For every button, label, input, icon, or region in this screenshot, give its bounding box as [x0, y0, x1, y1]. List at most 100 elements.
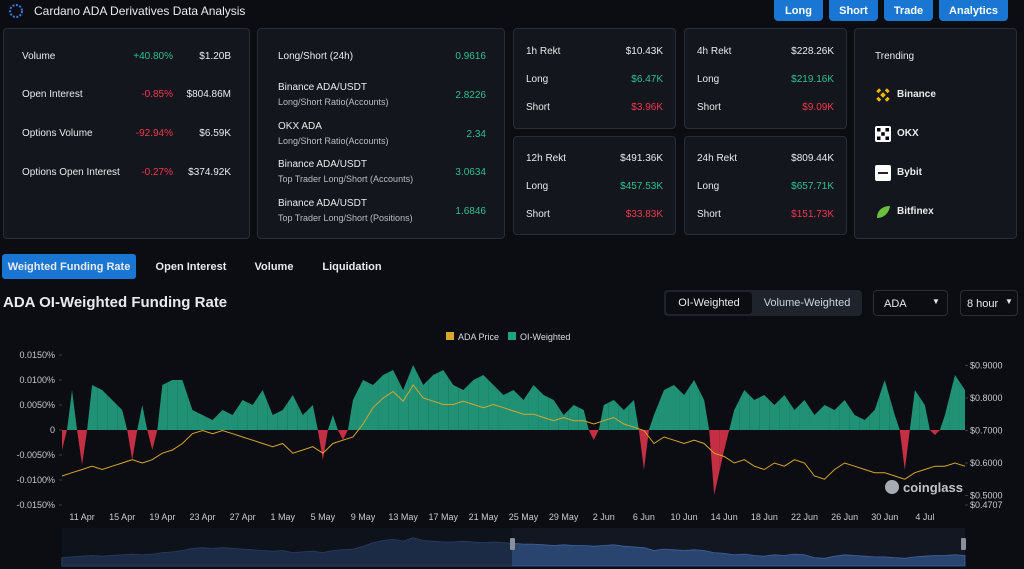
x-tick-label: 19 Apr	[149, 512, 175, 522]
funding-area	[478, 375, 489, 430]
funding-area	[568, 405, 579, 430]
metric-change: -0.27%	[141, 167, 173, 178]
funding-area	[277, 402, 288, 430]
ratio-name: Binance ADA/USDT	[278, 82, 367, 93]
toggle-option[interactable]: OI-Weighted	[666, 292, 752, 314]
metric-label: Options Volume	[22, 128, 93, 139]
funding-area	[939, 395, 950, 430]
ratio-sub: Top Trader Long/Short (Accounts)	[278, 174, 414, 184]
funding-area	[357, 380, 369, 430]
funding-area	[699, 390, 710, 430]
toggle-option[interactable]: Volume-Weighted	[763, 297, 851, 309]
legend-swatch	[508, 332, 516, 340]
tab[interactable]: Weighted Funding Rate	[2, 254, 136, 279]
y-tick-label: -0.0150%	[16, 500, 55, 510]
navigator-mask	[62, 528, 512, 566]
funding-area	[217, 410, 228, 430]
select-value: 8 hour	[967, 298, 999, 310]
navigator-handle	[961, 538, 966, 550]
binance-icon	[876, 88, 890, 102]
tab[interactable]: Volume	[254, 260, 294, 273]
navigator-area	[61, 537, 966, 567]
rekt-short-label: Short	[697, 102, 721, 113]
y2-tick-label: $0.9000	[970, 361, 1003, 371]
logo	[9, 4, 23, 18]
coin-select[interactable]: ADA ▼	[873, 290, 948, 316]
metric-value: $1.20B	[199, 51, 231, 62]
funding-area	[709, 430, 720, 495]
legend-swatch	[446, 332, 454, 340]
rekt-short-label: Short	[526, 102, 550, 113]
funding-area	[959, 382, 965, 430]
funding-area	[408, 365, 419, 430]
rekt-total: $10.43K	[625, 46, 663, 57]
funding-area	[418, 375, 429, 430]
metric-value: $804.86M	[186, 89, 231, 100]
funding-area	[398, 377, 409, 430]
y2-tick-label: $0.7000	[970, 425, 1003, 435]
funding-area	[327, 415, 338, 430]
rekt-card: 4h Rekt $228.26K Long $219.16K Short $9.09K	[684, 28, 847, 129]
x-tick-label: 26 Jun	[831, 512, 858, 522]
x-tick-label: 18 Jun	[751, 512, 778, 522]
funding-area	[448, 377, 459, 430]
funding-area	[257, 390, 268, 430]
funding-area	[729, 400, 740, 430]
rekt-long-label: Long	[697, 74, 720, 85]
funding-area	[137, 405, 148, 430]
funding-area	[97, 387, 108, 430]
funding-area	[919, 397, 930, 430]
funding-area	[317, 430, 328, 460]
ratio-name: Long/Short (24h)	[278, 51, 354, 62]
y-tick-label: -0.0100%	[16, 475, 55, 485]
header-button[interactable]: Short	[829, 0, 878, 21]
funding-area	[347, 390, 358, 430]
funding-area	[949, 375, 960, 430]
watermark-icon	[885, 480, 899, 494]
funding-area	[749, 395, 760, 430]
funding-area	[638, 430, 649, 470]
rekt-short: $9.09K	[802, 102, 834, 113]
trending-item[interactable]: OKX	[897, 128, 919, 139]
ratio-sub: Long/Short Ratio(Accounts)	[278, 97, 389, 107]
funding-area	[648, 402, 659, 430]
tab[interactable]: Open Interest	[155, 260, 227, 273]
ratio-value: 2.34	[466, 129, 486, 140]
watermark: coinglass	[903, 480, 963, 495]
funding-area	[378, 372, 389, 430]
funding-area	[468, 377, 479, 430]
bybit-icon	[875, 165, 891, 181]
funding-area	[859, 415, 870, 430]
rekt-title: 4h Rekt	[697, 46, 732, 57]
metric-label: Volume	[22, 51, 56, 62]
trending-item[interactable]: Binance	[897, 89, 936, 100]
funding-area	[588, 430, 599, 440]
funding-area	[287, 395, 298, 430]
funding-area	[518, 392, 529, 430]
y-tick-label: 0.0100%	[19, 375, 55, 385]
rekt-short-label: Short	[526, 209, 550, 220]
trending-item[interactable]: Bitfinex	[897, 206, 934, 217]
funding-area	[147, 430, 158, 450]
funding-area	[117, 405, 128, 430]
select-value: ADA	[884, 298, 907, 310]
rekt-long-label: Long	[697, 181, 720, 192]
rekt-short-label: Short	[697, 209, 721, 220]
ratio-value: 2.8226	[455, 90, 486, 101]
select-arrow: ▼	[932, 297, 940, 306]
interval-select[interactable]: 8 hour ▼	[960, 290, 1018, 316]
header-button[interactable]: Analytics	[939, 0, 1008, 21]
tab[interactable]: Liquidation	[322, 260, 382, 273]
rekt-short: $151.73K	[791, 209, 834, 220]
trending-item[interactable]: Bybit	[897, 167, 922, 178]
funding-area	[62, 430, 68, 450]
funding-area	[618, 405, 629, 430]
header-button[interactable]: Long	[774, 0, 823, 21]
price-line	[61, 384, 966, 480]
metric-change: -92.94%	[135, 128, 173, 139]
ratio-card: Long/Short (24h) 0.9616 Binance ADA/USDT Lo…	[257, 28, 505, 239]
funding-area	[849, 407, 860, 430]
metric-value: $374.92K	[188, 167, 231, 178]
header-button[interactable]: Trade	[884, 0, 933, 21]
